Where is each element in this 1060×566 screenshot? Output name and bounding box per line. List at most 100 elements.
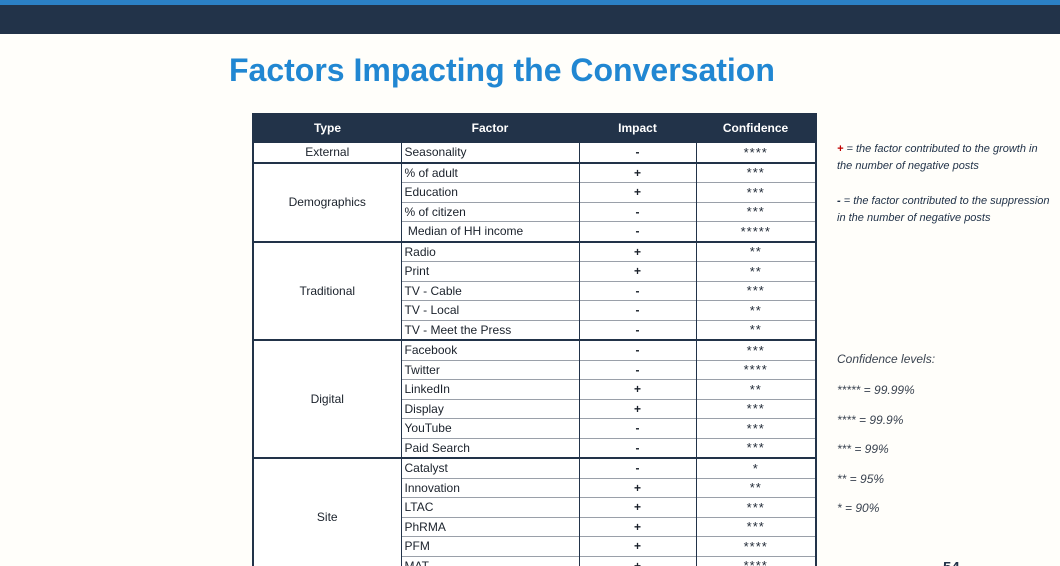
column-header-type: Type <box>253 114 401 142</box>
confidence-cell: *** <box>695 497 816 517</box>
impact-cell: + <box>578 536 696 556</box>
type-cell: Site <box>252 457 402 566</box>
impact-cell: - <box>578 221 696 242</box>
page-title: Factors Impacting the Conversation <box>229 52 775 88</box>
confidence-cell: **** <box>695 359 816 380</box>
table-row: TV - Cable - *** <box>253 280 816 301</box>
impact-cell: - <box>578 437 696 458</box>
impact-cell: + <box>578 379 696 399</box>
factor-cell: Seasonality <box>400 141 579 163</box>
legend-minus-line1: = the factor contributed to the suppress… <box>840 195 1050 207</box>
impact-cell: - <box>578 339 696 360</box>
confidence-level-entry: ***** = 99.99% <box>837 383 915 397</box>
impact-cell: + <box>578 161 696 183</box>
factor-cell: Median of HH income <box>400 221 579 242</box>
type-cell: Demographics <box>252 161 402 242</box>
impact-cell: + <box>578 497 696 517</box>
impact-cell: - <box>578 359 696 380</box>
factor-cell: LTAC <box>400 497 579 517</box>
table-row: Paid Search - *** <box>253 437 816 458</box>
factor-cell: TV - Meet the Press <box>400 319 579 340</box>
impact-cell: + <box>578 240 696 262</box>
factor-cell: LinkedIn <box>400 379 579 399</box>
table-row: Traditional Radio + ** <box>252 240 816 341</box>
impact-cell: - <box>578 280 696 301</box>
table-row: PhRMA + *** <box>253 516 816 537</box>
impact-cell: - <box>578 319 696 340</box>
factor-cell: TV - Local <box>400 300 579 320</box>
impact-cell: + <box>578 477 696 498</box>
table-row: Education + *** <box>253 182 816 202</box>
confidence-level-entry: *** = 99% <box>837 442 889 456</box>
type-cell: External <box>252 141 402 163</box>
impact-cell: + <box>578 182 696 202</box>
factor-cell: Facebook <box>400 339 579 360</box>
factor-cell: Innovation <box>400 477 579 498</box>
table-row: Display + *** <box>253 398 816 419</box>
factor-cell: Twitter <box>400 359 579 380</box>
table-row: Digital Facebook - *** <box>252 339 816 459</box>
table-row: Site Catalyst - * <box>252 457 816 566</box>
legend-plus: + = the factor contributed to the growth… <box>837 141 1060 175</box>
table-row: External Seasonality - **** <box>252 141 816 163</box>
confidence-cell: **** <box>695 555 816 566</box>
confidence-cell: ** <box>695 261 816 281</box>
factor-cell: Display <box>400 398 579 419</box>
factors-table: Type Factor Impact Confidence External Seaso… <box>252 113 817 566</box>
legend-minus-line2: in the number of negative posts <box>837 212 991 225</box>
impact-cell: - <box>578 457 696 478</box>
impact-cell: + <box>578 398 696 419</box>
table-row: LinkedIn + ** <box>253 379 816 399</box>
column-header-factor: Factor <box>401 114 579 142</box>
table-row: YouTube - *** <box>253 418 816 438</box>
confidence-levels: Confidence levels: ***** = 99.99% **** =… <box>837 352 935 531</box>
table-row: Twitter - **** <box>253 359 816 380</box>
factor-cell: YouTube <box>400 418 579 438</box>
table-row: % of citizen - *** <box>253 201 816 222</box>
impact-cell: + <box>578 555 696 566</box>
table-body: External Seasonality - **** Demographics% of… <box>252 141 816 566</box>
impact-cell: - <box>578 300 696 320</box>
table-row: TV - Local - ** <box>253 300 816 320</box>
confidence-cell: ** <box>695 240 816 262</box>
factor-cell: % of adult <box>400 161 579 183</box>
confidence-cell: *** <box>695 280 816 301</box>
table-row: Print + ** <box>253 261 816 281</box>
confidence-cell: *** <box>695 516 816 537</box>
column-header-impact: Impact <box>579 114 696 142</box>
table-row: PFM + **** <box>253 536 816 556</box>
confidence-cell: ** <box>695 477 816 498</box>
confidence-level-entry: **** = 99.9% <box>837 412 904 427</box>
factor-cell: Catalyst <box>400 457 579 478</box>
confidence-cell: **** <box>695 141 816 163</box>
confidence-cell: *** <box>695 182 816 202</box>
confidence-cell: ** <box>695 379 816 399</box>
confidence-cell: *** <box>695 201 816 222</box>
table-row: LTAC + *** <box>253 497 816 517</box>
type-cell: Traditional <box>252 240 402 341</box>
factor-cell: Radio <box>400 240 579 262</box>
factor-cell: Education <box>400 182 579 202</box>
header-bar <box>0 5 1060 34</box>
confidence-cell: ** <box>695 319 816 340</box>
impact-cell: - <box>578 141 696 163</box>
factor-cell: MAT <box>400 555 579 566</box>
confidence-cell: *** <box>695 437 816 458</box>
confidence-cell: * <box>695 457 816 478</box>
table-row: Median of HH income - ***** <box>253 221 816 242</box>
factor-cell: % of citizen <box>400 201 579 222</box>
minus-symbol: - <box>837 195 841 207</box>
factor-cell: Paid Search <box>400 437 579 458</box>
confidence-cell: **** <box>695 536 816 556</box>
factor-cell: PFM <box>400 536 579 556</box>
table-row: MAT + **** <box>253 555 816 566</box>
factor-cell: Print <box>400 261 579 281</box>
table-row: Innovation + ** <box>253 477 816 498</box>
confidence-level-entry: ** = 95% <box>837 471 885 486</box>
impact-cell: + <box>578 261 696 281</box>
plus-symbol: + <box>837 143 844 155</box>
confidence-cell: ***** <box>695 221 816 242</box>
table-header: Type Factor Impact Confidence <box>253 114 816 142</box>
type-cell: Digital <box>252 339 402 459</box>
